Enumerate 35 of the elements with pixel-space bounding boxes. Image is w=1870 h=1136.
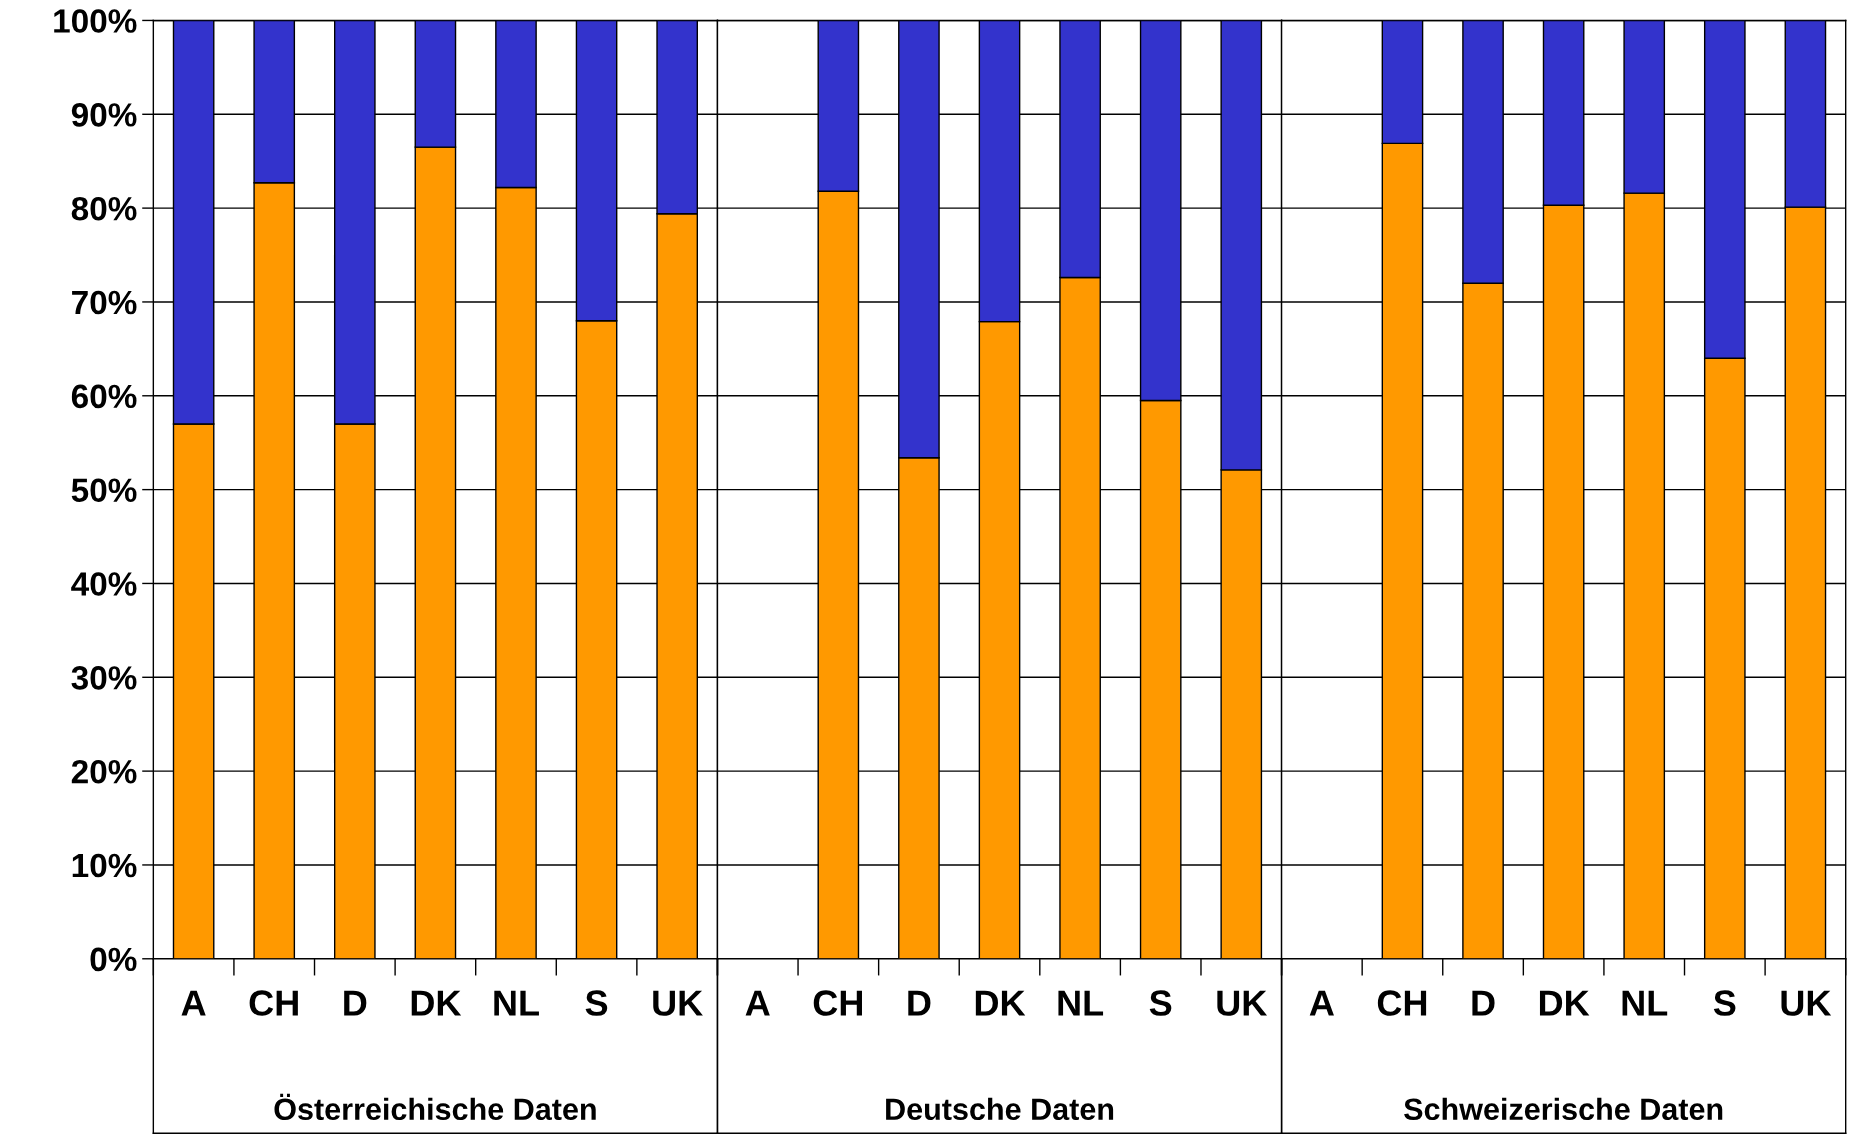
- x-tick-label: NL: [1622, 990, 1668, 1016]
- x-tick-label: CH: [1377, 990, 1427, 1016]
- y-tick-label: 40%: [71, 572, 137, 596]
- y-tick-label: 10%: [72, 853, 137, 878]
- y-tick-label: 90%: [71, 103, 137, 127]
- x-tick-label: UK: [1781, 990, 1832, 1016]
- y-tick-label: 50%: [71, 478, 137, 503]
- x-tick-label: S: [1713, 990, 1736, 1016]
- x-tick-label: UK: [1217, 990, 1268, 1016]
- y-tick-label: 70%: [72, 290, 137, 315]
- x-tick-label: UK: [653, 990, 703, 1016]
- x-tick-label: D: [908, 990, 931, 1016]
- x-tick-label: A: [181, 990, 206, 1016]
- x-tick-label: DK: [411, 990, 462, 1016]
- x-tick-label: CH: [813, 990, 862, 1016]
- y-tick-label: 0%: [90, 947, 137, 972]
- y-tick-label: 30%: [71, 666, 137, 690]
- x-tick-label: D: [1472, 990, 1495, 1016]
- x-tick-label: NL: [494, 990, 539, 1016]
- x-tick-label: A: [745, 990, 770, 1016]
- x-tick-label: D: [344, 990, 367, 1016]
- x-tick-label: DK: [1539, 990, 1590, 1016]
- y-tick-label: 60%: [71, 384, 137, 409]
- x-tick-label: DK: [975, 990, 1026, 1016]
- x-tick-label: NL: [1058, 990, 1104, 1016]
- x-axis-title: Deutsche Daten: [886, 1097, 1114, 1121]
- x-axis-title: Österreichische Daten: [274, 1093, 596, 1121]
- x-tick-label: A: [1309, 990, 1334, 1016]
- y-tick-label: 20%: [71, 759, 137, 784]
- y-tick-label: 80%: [71, 196, 137, 221]
- x-tick-label: S: [585, 990, 608, 1016]
- x-axis-title: Schweizerische Daten: [1404, 1097, 1723, 1121]
- y-tick-label: 100%: [54, 9, 137, 33]
- x-tick-label: CH: [249, 990, 298, 1016]
- x-tick-label: S: [1149, 990, 1172, 1016]
